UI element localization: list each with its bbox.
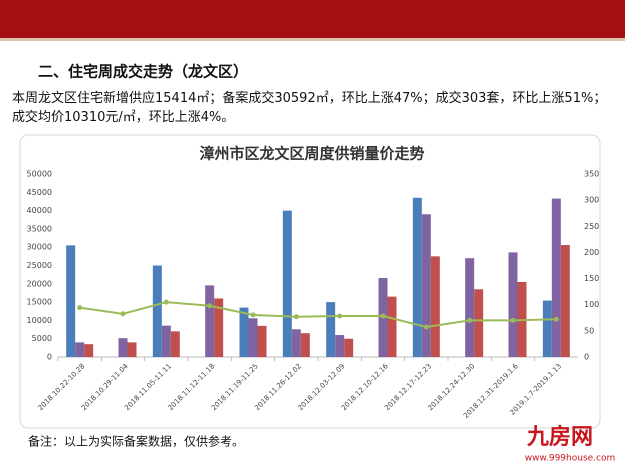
line-point [553,316,559,322]
y-tick-label: 15000 [27,298,52,307]
y-tick-label: 20000 [27,279,52,288]
bar [84,344,94,357]
bar [326,302,336,357]
y2-tick-label: 150 [584,274,599,283]
logo-url: www.999house.com [525,454,616,464]
bar [257,325,267,357]
bar [551,198,561,357]
bar [75,342,85,357]
y-tick-label: 40000 [27,206,52,215]
y-tick-label: 35000 [27,224,52,233]
bar [170,331,180,357]
paragraph: 本周龙文区住宅新增供应15414㎡；备案成交30592㎡，环比上涨47%；成交3… [12,91,607,125]
bar [118,338,128,357]
y-tick-label: 45000 [27,188,52,197]
line-point [337,313,343,319]
bar [560,245,570,357]
y2-tick-label: 50 [584,326,594,335]
line-point [423,324,429,330]
bar [465,258,475,357]
bar [248,318,258,357]
bar [335,335,345,357]
y2-tick-label: 300 [584,196,599,205]
y2-tick-label: 350 [584,170,599,179]
line-point [467,317,473,323]
line-point [250,312,256,318]
line-point [163,299,169,305]
heading: 二、住宅周成交走势（龙文区） [38,63,248,81]
banner [0,0,625,38]
line-point [293,314,299,320]
bar [214,298,224,357]
bar [127,342,137,357]
bar [430,256,440,357]
y-tick-label: 10000 [27,316,52,325]
line [79,301,557,329]
chart-title: 漳州市区龙文区周度供销量价走势 [199,145,424,163]
bar [387,296,397,357]
bar [239,307,249,357]
note: 备注：以上为实际备案数据，仅供参考。 [28,434,244,449]
logo-name: 九房网 [526,424,593,450]
y2-tick-label: 100 [584,300,599,309]
y-tick-label: 0 [47,353,52,362]
y-tick-label: 50000 [27,170,52,179]
y2-tick-label: 0 [584,353,589,362]
line-point [207,303,213,309]
bar [344,338,354,357]
line-point [120,311,126,317]
bar [412,197,422,357]
paragraph-box: 本周龙文区住宅新增供应15414㎡；备案成交30592㎡，环比上涨47%；成交3… [12,91,607,125]
line-point [510,317,516,323]
banner-stripe [0,38,625,41]
bar [161,325,171,357]
y-tick-label: 25000 [27,261,52,270]
bar [474,289,484,357]
y2-tick-label: 250 [584,222,599,231]
line-point [77,305,83,311]
y-tick-label: 5000 [32,334,52,343]
bar [205,285,215,357]
y-tick-label: 30000 [27,243,52,252]
bar [508,252,518,357]
y2-tick-label: 200 [584,248,599,257]
bar [421,214,431,357]
bar [542,300,552,357]
bar [291,329,301,357]
bar [300,333,310,357]
bar [282,210,292,357]
bar [152,265,162,357]
bar [66,245,76,357]
line-point [380,313,386,319]
